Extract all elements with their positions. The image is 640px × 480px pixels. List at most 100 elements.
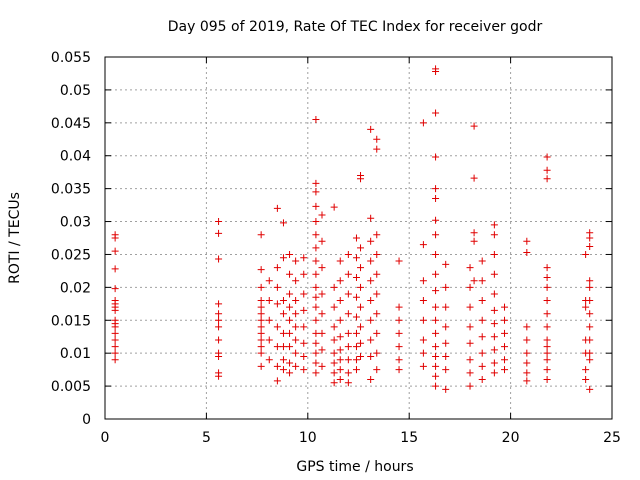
data-point <box>367 277 375 285</box>
data-point <box>111 343 119 351</box>
data-point <box>318 346 326 354</box>
data-point <box>352 356 360 364</box>
data-point <box>582 303 590 311</box>
data-point <box>523 237 531 245</box>
x-axis-label: GPS time / hours <box>296 459 413 475</box>
data-point <box>273 377 281 385</box>
data-point <box>582 376 590 384</box>
y-tick-label: 0.035 <box>51 182 91 198</box>
y-tick-label: 0.015 <box>51 313 91 329</box>
data-point <box>367 237 375 245</box>
data-point <box>312 202 320 210</box>
data-point <box>318 290 326 298</box>
data-point <box>432 270 440 278</box>
data-point <box>543 264 551 272</box>
data-point <box>312 188 320 196</box>
y-tick-label: 0.03 <box>60 215 91 231</box>
data-point <box>273 300 281 308</box>
data-point <box>466 283 474 291</box>
data-point <box>215 316 223 324</box>
data-point <box>367 336 375 344</box>
data-point <box>543 297 551 305</box>
data-point <box>111 265 119 273</box>
data-point <box>419 349 427 357</box>
data-point <box>352 273 360 281</box>
data-point <box>292 362 300 370</box>
data-point <box>215 336 223 344</box>
data-point <box>352 313 360 321</box>
data-point <box>312 293 320 301</box>
data-point <box>352 293 360 301</box>
y-tick-labels: 0 0.005 0.01 0.015 0.02 0.025 0.03 0.035 0.04 0.0… <box>51 50 91 428</box>
data-point <box>543 273 551 281</box>
data-point <box>312 316 320 324</box>
data-point <box>111 234 119 242</box>
data-point <box>286 290 294 298</box>
x-tick-label: 5 <box>202 430 211 446</box>
data-point <box>257 310 265 318</box>
data-point <box>395 343 403 351</box>
data-point <box>373 310 381 318</box>
data-point <box>257 231 265 239</box>
data-point <box>442 283 450 291</box>
data-point <box>543 349 551 357</box>
data-point <box>586 385 594 393</box>
data-point <box>586 349 594 357</box>
data-point <box>279 366 287 374</box>
y-tick-label: 0.01 <box>60 346 91 362</box>
data-point <box>367 352 375 360</box>
data-point <box>357 323 365 331</box>
data-point <box>336 316 344 324</box>
data-point <box>490 359 498 367</box>
data-point <box>279 297 287 305</box>
data-point <box>357 175 365 183</box>
plot-frame <box>104 56 613 420</box>
data-point <box>419 119 427 127</box>
data-point <box>257 349 265 357</box>
data-point <box>419 297 427 305</box>
data-point <box>586 310 594 318</box>
data-point <box>318 237 326 245</box>
data-point <box>432 352 440 360</box>
data-point <box>257 316 265 324</box>
data-point <box>543 153 551 161</box>
data-point <box>373 329 381 337</box>
data-point <box>352 329 360 337</box>
data-point <box>312 303 320 311</box>
data-point <box>352 254 360 262</box>
data-point <box>273 323 281 331</box>
data-point <box>466 369 474 377</box>
x-tick-label: 10 <box>299 430 317 446</box>
data-point <box>286 250 294 258</box>
data-point <box>111 336 119 344</box>
data-point <box>336 356 344 364</box>
data-point <box>352 343 360 351</box>
data-point <box>257 283 265 291</box>
y-tick-label: 0.04 <box>60 149 91 165</box>
data-point <box>490 231 498 239</box>
data-point <box>490 306 498 314</box>
data-point <box>265 336 273 344</box>
data-point <box>312 283 320 291</box>
data-point <box>419 241 427 249</box>
data-point <box>523 248 531 256</box>
data-point <box>286 316 294 324</box>
data-point <box>478 297 486 305</box>
data-point <box>466 264 474 272</box>
data-point <box>279 343 287 351</box>
data-point <box>312 218 320 226</box>
y-tick-label: 0.005 <box>51 379 91 395</box>
chart-title: Day 095 of 2019, Rate Of TEC Index for r… <box>168 19 543 35</box>
data-point <box>257 297 265 305</box>
data-point <box>466 323 474 331</box>
data-point <box>490 320 498 328</box>
data-point <box>279 356 287 364</box>
data-point <box>357 303 365 311</box>
data-point <box>336 297 344 305</box>
data-point <box>490 346 498 354</box>
data-point <box>336 333 344 341</box>
data-point <box>432 372 440 380</box>
data-point <box>432 343 440 351</box>
data-point <box>357 244 365 252</box>
data-point <box>273 343 281 351</box>
